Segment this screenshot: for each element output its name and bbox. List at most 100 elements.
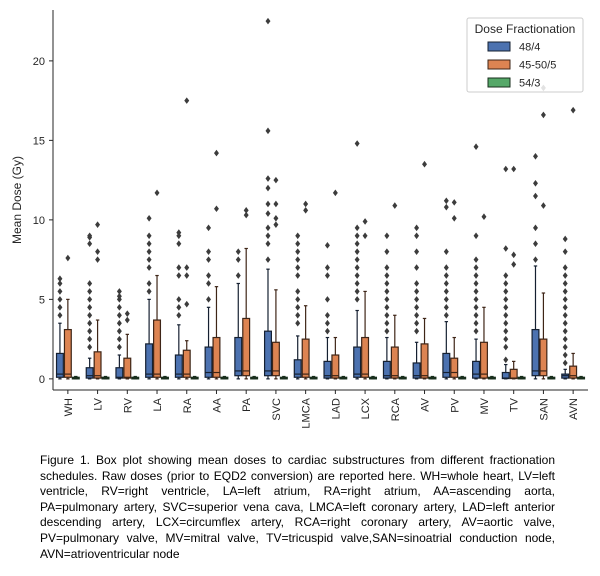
outlier-point bbox=[354, 140, 360, 147]
outlier-point bbox=[176, 272, 182, 279]
y-axis-title: Mean Dose (Gy) bbox=[10, 156, 24, 244]
outlier-point bbox=[540, 111, 546, 119]
box-body bbox=[293, 359, 302, 378]
box-body bbox=[569, 365, 578, 379]
outlier-point bbox=[354, 224, 360, 232]
outlier-point bbox=[473, 280, 479, 287]
box-45-50/5-AA bbox=[212, 149, 221, 380]
box-54/3-AVN bbox=[577, 375, 586, 380]
legend-label: 54/3 bbox=[519, 78, 540, 90]
outlier-point bbox=[303, 200, 309, 208]
legend-title: Dose Fractionation bbox=[475, 22, 576, 36]
figure-caption: Figure 1. Box plot showing mean doses to… bbox=[40, 453, 555, 561]
outlier-point bbox=[324, 296, 330, 303]
x-tick-label: PA bbox=[241, 397, 253, 412]
outlier-point bbox=[116, 327, 122, 335]
outlier-point bbox=[265, 127, 271, 135]
outlier-point bbox=[235, 256, 241, 263]
box-body bbox=[323, 360, 332, 379]
x-tick-label: RV bbox=[122, 397, 134, 413]
box-48/4-LMCA bbox=[293, 232, 302, 380]
box-body bbox=[174, 354, 183, 378]
box-54/3-PA bbox=[250, 375, 259, 380]
outlier-point bbox=[562, 272, 568, 279]
box-54/3-AV bbox=[428, 375, 437, 380]
outlier-point bbox=[295, 296, 301, 303]
outlier-point bbox=[443, 248, 449, 255]
outlier-point bbox=[562, 319, 568, 327]
outlier-point bbox=[206, 256, 212, 263]
outlier-point bbox=[206, 248, 212, 255]
outlier-point bbox=[295, 240, 301, 248]
box-54/3-WH bbox=[71, 375, 80, 380]
outlier-point bbox=[414, 304, 420, 311]
outlier-point bbox=[324, 319, 330, 327]
box-45-50/5-LV bbox=[93, 221, 102, 380]
outlier-point bbox=[213, 205, 219, 213]
outlier-point bbox=[206, 272, 212, 279]
outlier-point bbox=[503, 319, 509, 327]
outlier-point bbox=[443, 264, 449, 271]
outlier-point bbox=[511, 251, 517, 259]
box-45-50/5-MV bbox=[479, 213, 488, 380]
outlier-point bbox=[451, 214, 457, 222]
box-54/3-LCX bbox=[369, 375, 378, 380]
outlier-point bbox=[116, 292, 122, 300]
box-body bbox=[361, 336, 370, 378]
outlier-point bbox=[451, 199, 457, 206]
outlier-point bbox=[265, 184, 271, 192]
outlier-point bbox=[146, 256, 152, 263]
outlier-point bbox=[295, 311, 301, 319]
outlier-point bbox=[206, 296, 212, 303]
outlier-point bbox=[295, 319, 301, 327]
outlier-point bbox=[443, 311, 449, 319]
outlier-point bbox=[146, 288, 152, 295]
outlier-point bbox=[57, 296, 63, 303]
x-tick-label: TV bbox=[509, 397, 521, 412]
outlier-point bbox=[87, 240, 93, 248]
outlier-point bbox=[473, 319, 479, 327]
outlier-point bbox=[503, 356, 509, 364]
outlier-point bbox=[443, 288, 449, 295]
outlier-point bbox=[176, 264, 182, 271]
legend-swatch bbox=[487, 41, 511, 52]
box-48/4-LA bbox=[145, 214, 154, 380]
outlier-point bbox=[473, 296, 479, 303]
outlier-point bbox=[324, 311, 330, 319]
x-tick-label: LV bbox=[93, 397, 105, 410]
box-body bbox=[479, 341, 488, 379]
outlier-point bbox=[295, 288, 301, 295]
box-45-50/5-LA bbox=[153, 189, 162, 380]
outlier-point bbox=[362, 232, 368, 240]
outlier-point bbox=[65, 254, 71, 262]
outlier-point bbox=[324, 242, 330, 249]
outlier-point bbox=[295, 232, 301, 240]
box-48/4-WH bbox=[55, 275, 64, 380]
outlier-point bbox=[503, 165, 509, 173]
box-54/3-MV bbox=[487, 375, 496, 380]
outlier-point bbox=[533, 256, 538, 263]
box-45-50/5-AVN bbox=[569, 106, 578, 380]
outlier-point bbox=[295, 272, 301, 279]
outlier-point bbox=[533, 180, 538, 187]
outlier-point bbox=[473, 288, 479, 295]
box-54/3-SAN bbox=[547, 375, 556, 380]
x-tick-label: LA bbox=[152, 397, 164, 411]
outlier-point bbox=[473, 256, 479, 263]
x-tick-label: AA bbox=[211, 397, 223, 412]
outlier-point bbox=[354, 248, 360, 255]
outlier-point bbox=[562, 351, 568, 359]
outlier-point bbox=[414, 224, 420, 232]
box-body bbox=[55, 352, 64, 378]
outlier-point bbox=[235, 272, 241, 279]
outlier-point bbox=[116, 319, 122, 327]
outlier-point bbox=[533, 224, 538, 232]
outlier-point bbox=[87, 280, 93, 287]
legend-frame bbox=[466, 17, 584, 93]
box-body bbox=[93, 351, 102, 379]
box-54/3-TV bbox=[517, 375, 526, 380]
box-plot-figure: 0 5 10 15 20 Mean Dose (Gy) WH LV RV LA RA AA PA SVC L… bbox=[10, 10, 588, 429]
outlier-point bbox=[87, 335, 93, 343]
box-45-50/5-AV bbox=[420, 160, 429, 380]
box-45-50/5-LCX bbox=[361, 218, 370, 380]
